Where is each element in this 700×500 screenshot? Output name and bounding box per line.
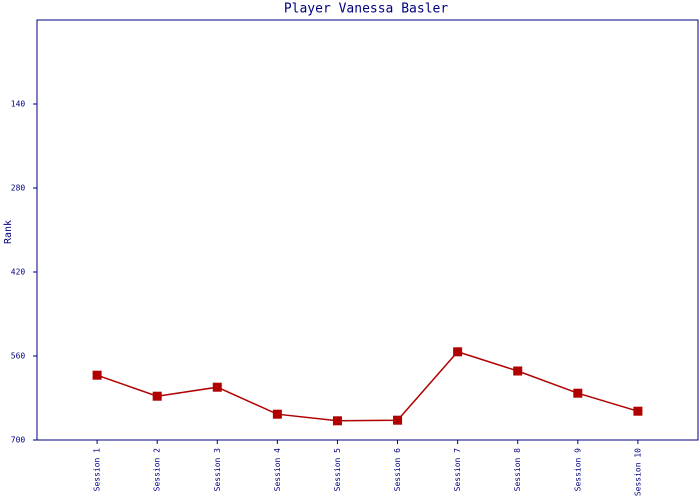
point-marker: [272, 409, 282, 419]
plot-frame: [36, 19, 699, 441]
point-marker: [92, 370, 102, 380]
x-tick-label: Session 5: [333, 448, 342, 492]
x-tick-label: Session 9: [573, 448, 582, 492]
series-line: [96, 350, 639, 422]
y-tick-label: 420: [11, 268, 26, 277]
x-tick-label: Session 3: [213, 448, 222, 492]
y-tick-label: 700: [11, 436, 26, 445]
x-tick-label: Session 8: [513, 448, 522, 492]
x-tick-label: Session 10: [633, 448, 642, 496]
y-tick-label: 280: [11, 184, 26, 193]
y-axis-label: Rank: [3, 220, 14, 244]
point-marker: [152, 391, 162, 401]
point-marker: [393, 415, 403, 425]
point-marker: [633, 406, 643, 416]
chart-title: Player Vanessa Basler: [284, 2, 449, 17]
x-tick-label: Session 2: [153, 448, 162, 492]
x-tick-label: Session 4: [273, 448, 282, 492]
point-marker: [513, 366, 523, 376]
x-tick-label: Session 1: [93, 448, 102, 492]
point-marker: [573, 388, 583, 398]
point-marker: [212, 382, 222, 392]
x-tick-label: Session 7: [453, 448, 462, 492]
y-tick-label: 560: [11, 352, 26, 361]
x-tick-label: Session 6: [393, 448, 402, 492]
point-marker: [453, 347, 463, 357]
point-marker: [332, 416, 342, 426]
y-tick-label: 140: [11, 100, 26, 109]
